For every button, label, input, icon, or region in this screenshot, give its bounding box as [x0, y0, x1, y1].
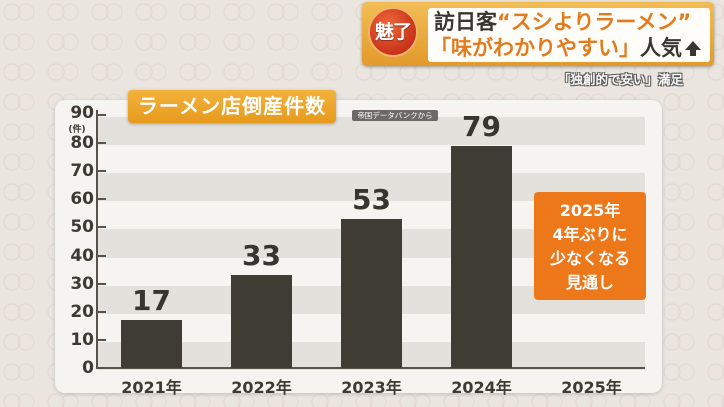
y-tick-label: 40 — [70, 245, 94, 266]
note-line: 2025年 — [559, 201, 621, 220]
y-tick — [98, 226, 106, 229]
header-subtitle: 「独創的で安い」満足 — [558, 72, 684, 87]
value-label: 79 — [462, 109, 501, 143]
y-tick-label: 30 — [70, 273, 94, 294]
note-line: 4年ぶりに — [552, 225, 628, 244]
x-tick-label: 2021年 — [121, 378, 182, 397]
note-line: 少なくなる — [549, 249, 630, 268]
y-tick — [98, 254, 106, 257]
y-tick-label: 20 — [70, 301, 94, 322]
y-tick-label: 90 — [70, 103, 94, 123]
y-tick-label: 50 — [70, 217, 94, 238]
y-tick — [98, 310, 106, 313]
y-axis — [96, 110, 98, 369]
y-tick-label: 0 — [82, 358, 94, 378]
x-tick-label: 2024年 — [451, 378, 512, 397]
bar-2021 — [121, 320, 182, 368]
y-tick-label: 80 — [70, 133, 94, 154]
y-tick — [98, 142, 106, 145]
y-tick — [98, 282, 106, 285]
chart-title: ラーメン店倒産件数 — [128, 90, 336, 123]
value-label: 17 — [132, 284, 171, 318]
headline-line-1: 訪日客“スシよりラーメン” — [434, 9, 691, 35]
note-line: 見通し — [565, 273, 614, 292]
headline-popular: 人気 — [640, 36, 682, 60]
y-tick-label: 70 — [70, 161, 94, 182]
source-badge: 帝国データバンクから — [352, 110, 438, 121]
bar-2022 — [231, 275, 292, 368]
headline-line-2: 「味がわかりやすい」人気 — [430, 35, 701, 61]
y-unit-label: (件) — [68, 125, 86, 135]
up-arrow-icon — [685, 40, 701, 56]
y-tick — [98, 114, 106, 116]
y-tick-label: 60 — [70, 189, 94, 210]
value-label: 33 — [242, 239, 281, 273]
grid-band — [97, 145, 645, 174]
y-tick — [98, 170, 106, 173]
bar-2024 — [451, 145, 512, 368]
headline-taste: 「味がわかりやすい」 — [430, 36, 640, 60]
headline-quote: “スシよりラーメン” — [497, 10, 692, 34]
headline-box: 訪日客“スシよりラーメン” 「味がわかりやすい」人気 — [428, 8, 710, 62]
x-tick-label: 2023年 — [341, 378, 402, 397]
charm-badge: 魅了 — [368, 7, 418, 57]
bar-2023 — [341, 219, 402, 368]
x-axis — [96, 367, 645, 369]
forecast-note: 2025年 4年ぶりに 少なくなる 見通し — [534, 192, 646, 300]
x-tick-label: 2025年 — [561, 378, 622, 397]
y-tick-label: 10 — [70, 329, 94, 350]
y-tick — [98, 198, 106, 201]
value-label: 53 — [352, 183, 391, 216]
headline-visitors: 訪日客 — [434, 10, 497, 34]
y-tick — [98, 338, 106, 341]
x-tick-label: 2022年 — [231, 378, 292, 397]
